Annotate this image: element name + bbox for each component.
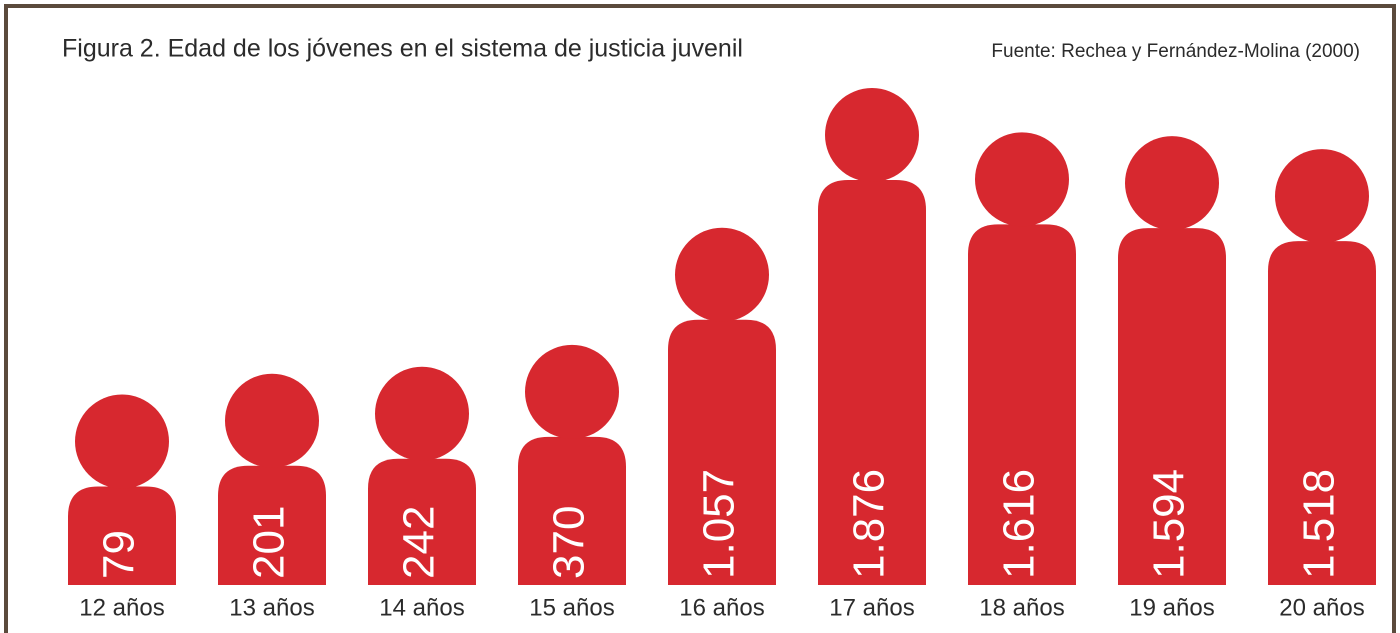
bar-body [518, 436, 626, 585]
bar-head [1125, 136, 1219, 231]
x-tick-label: 12 años [79, 594, 164, 621]
frame [4, 4, 1396, 633]
bar-body [1268, 241, 1376, 585]
bar-head [375, 366, 469, 461]
chart-title: Figura 2. Edad de los jóvenes en el sist… [62, 35, 743, 63]
x-tick-label: 20 años [1279, 594, 1364, 621]
value-label: 370 [545, 506, 594, 579]
x-tick-label: 15 años [529, 594, 614, 621]
bar-body [668, 319, 776, 585]
bar-body [218, 465, 326, 585]
bar-body [818, 180, 926, 585]
value-label: 201 [245, 506, 294, 579]
value-label: 1.057 [695, 469, 744, 579]
source: Fuente: Rechea y Fernández-Molina (2000) [991, 41, 1360, 62]
bar-head [975, 132, 1069, 227]
value-label: 242 [395, 506, 444, 579]
x-tick-label: 19 años [1129, 594, 1214, 621]
bar-head [225, 373, 319, 468]
bar-body [1118, 228, 1226, 585]
value-label: 1.518 [1295, 469, 1344, 579]
bar-head [1275, 149, 1369, 244]
value-label: 1.594 [1145, 469, 1194, 579]
x-tick-label: 18 años [979, 594, 1064, 621]
bar-body [368, 458, 476, 585]
x-tick-label: 13 años [229, 594, 314, 621]
bar-head [825, 88, 919, 182]
value-label: 1.876 [845, 469, 894, 579]
bar-head [675, 227, 769, 322]
bar-head [525, 344, 619, 439]
x-tick-label: 14 años [379, 594, 464, 621]
x-tick-label: 17 años [829, 594, 914, 621]
bar-body [968, 224, 1076, 586]
bar-head [75, 394, 169, 489]
value-label: 1.616 [995, 469, 1044, 579]
bar-body [68, 486, 176, 585]
x-tick-label: 16 años [679, 594, 764, 621]
value-label: 79 [95, 530, 144, 579]
